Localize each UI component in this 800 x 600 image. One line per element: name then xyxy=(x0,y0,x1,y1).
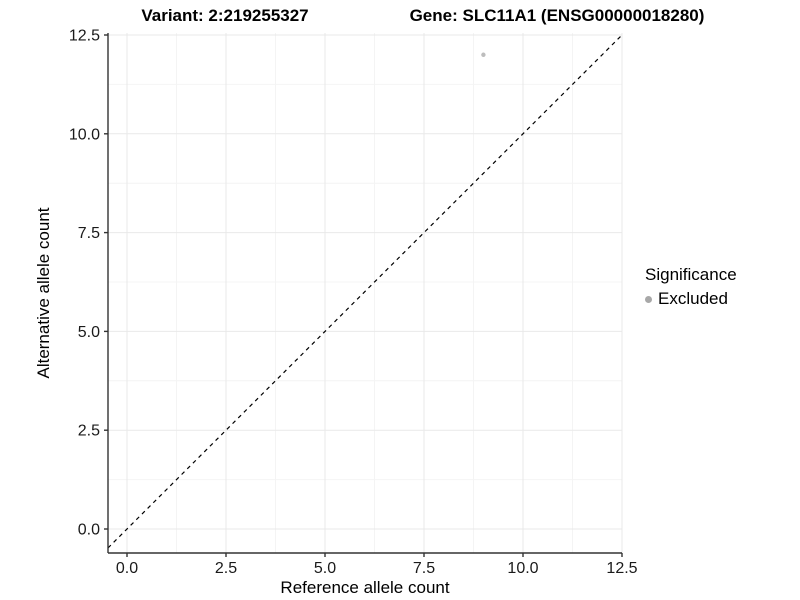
identity-reference-line xyxy=(107,34,623,549)
y-tick-label: 10.0 xyxy=(69,126,100,143)
x-tick-label: 12.5 xyxy=(606,560,637,577)
plot-title-variant: Variant: 2:219255327 xyxy=(141,6,309,25)
legend-item-excluded: Excluded xyxy=(645,289,737,309)
data-point-excluded xyxy=(481,52,486,57)
legend-item-label: Excluded xyxy=(658,289,728,308)
legend-title: Significance xyxy=(645,265,737,284)
x-tick-label: 10.0 xyxy=(507,560,538,577)
x-tick-label: 7.5 xyxy=(413,560,435,577)
x-tick-label: 2.5 xyxy=(215,560,237,577)
x-tick-label: 5.0 xyxy=(314,560,336,577)
y-tick-label: 5.0 xyxy=(78,324,100,341)
plot-title-gene: Gene: SLC11A1 (ENSG00000018280) xyxy=(409,6,705,25)
y-tick-label: 7.5 xyxy=(78,225,100,242)
y-tick-label: 0.0 xyxy=(78,522,100,539)
x-axis-title: Reference allele count xyxy=(280,578,450,597)
y-tick-label: 12.5 xyxy=(69,28,100,45)
legend: Significance Excluded xyxy=(645,265,737,309)
y-axis-title: Alternative allele count xyxy=(34,207,53,379)
x-tick-label: 0.0 xyxy=(116,560,138,577)
panel-background xyxy=(108,33,622,553)
excluded-point-icon xyxy=(645,295,652,303)
y-tick-label: 2.5 xyxy=(78,423,100,440)
